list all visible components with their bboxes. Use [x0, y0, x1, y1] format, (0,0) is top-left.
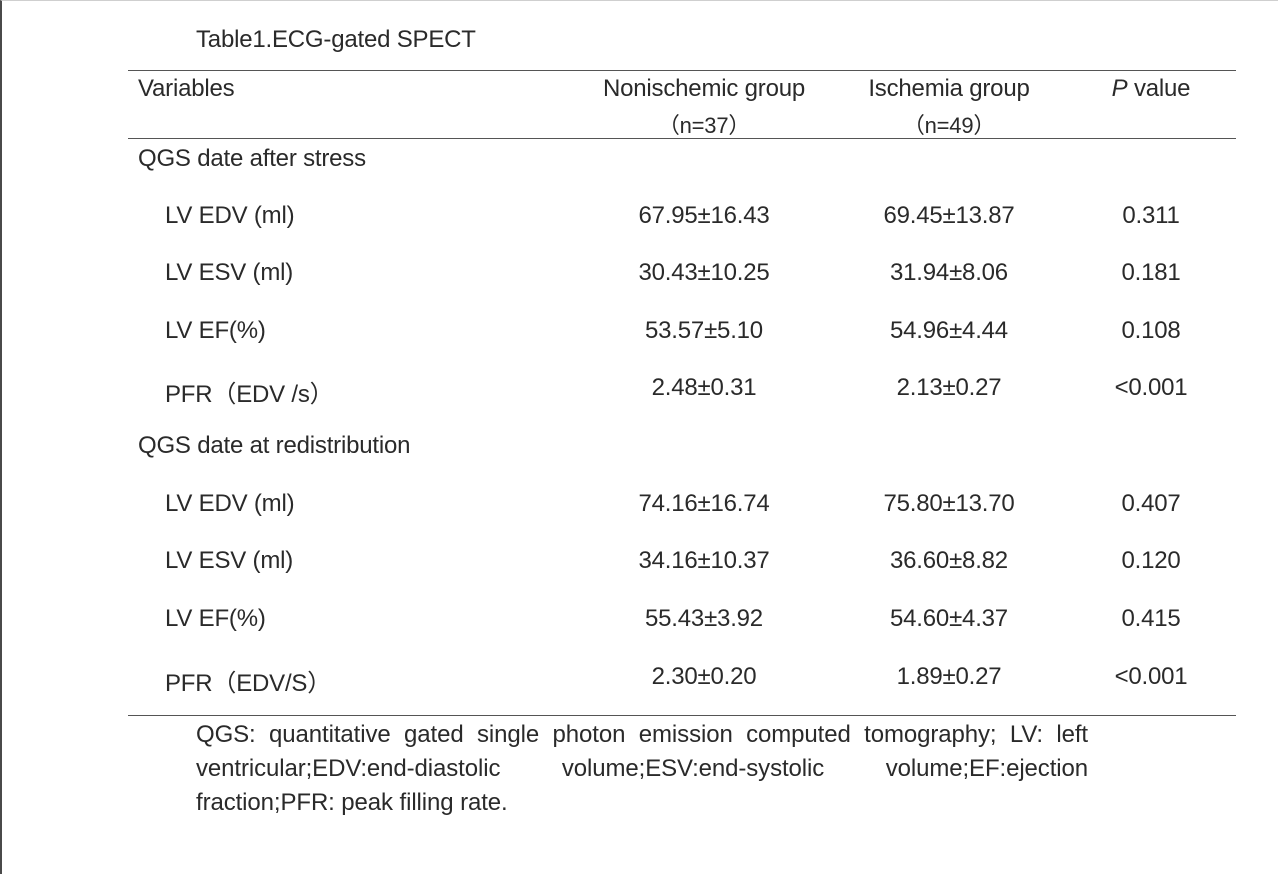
row-variable: LV EF(%): [165, 317, 266, 344]
row-variable: LV ESV (ml): [165, 547, 294, 574]
row-ischemia: 1.89±0.27: [896, 663, 1002, 690]
row-variable: LV ESV (ml): [165, 259, 294, 286]
row-nonischemic: 74.16±16.74: [638, 490, 770, 517]
row-p-value: <0.001: [1114, 663, 1188, 690]
row-variable: LV EDV (ml): [165, 202, 295, 229]
row-ischemia: 54.96±4.44: [890, 317, 1008, 344]
row-nonischemic: 55.43±3.92: [645, 605, 763, 632]
table-top-rule: [128, 70, 1236, 71]
header-nonischemic-n: （n=37）: [657, 113, 751, 138]
row-nonischemic: 30.43±10.25: [638, 259, 770, 286]
row-p-value: 0.120: [1121, 547, 1181, 574]
row-nonischemic: 53.57±5.10: [645, 317, 763, 344]
row-nonischemic: 34.16±10.37: [638, 547, 770, 574]
row-ischemia: 75.80±13.70: [883, 490, 1015, 517]
header-p-value: P value: [1096, 75, 1206, 103]
row-p-value: 0.407: [1121, 490, 1181, 517]
p-italic: P: [1111, 75, 1128, 102]
section-title: QGS date after stress: [138, 145, 366, 172]
header-ischemia-n: （n=49）: [902, 113, 996, 138]
row-ischemia: 54.60±4.37: [890, 605, 1008, 632]
table-header-rule: [128, 138, 1236, 139]
row-p-value: <0.001: [1114, 374, 1188, 401]
row-p-value: 0.311: [1122, 202, 1180, 229]
row-variable: LV EF(%): [165, 605, 266, 632]
row-ischemia: 36.60±8.82: [890, 547, 1008, 574]
row-nonischemic: 2.48±0.31: [651, 374, 757, 401]
row-variable: LV EDV (ml): [165, 490, 295, 517]
section-title: QGS date at redistribution: [138, 432, 411, 459]
header-ischemia: Ischemia group: [868, 75, 1030, 102]
table-footnote: QGS: quantitative gated single photon em…: [196, 721, 1088, 816]
row-nonischemic: 2.30±0.20: [651, 663, 757, 690]
header-nonischemic: Nonischemic group: [602, 75, 806, 102]
row-nonischemic: 67.95±16.43: [638, 202, 770, 229]
row-variable: PFR（EDV /s）: [165, 381, 334, 408]
table-caption: Table1.ECG-gated SPECT: [196, 26, 476, 53]
header-variables: Variables: [138, 75, 235, 102]
row-p-value: 0.415: [1121, 605, 1181, 632]
row-p-value: 0.108: [1121, 317, 1181, 344]
row-variable: PFR（EDV/S）: [165, 670, 332, 697]
p-value-label: value: [1127, 75, 1191, 102]
row-ischemia: 69.45±13.87: [883, 202, 1015, 229]
table-bottom-rule: [128, 715, 1236, 716]
row-ischemia: 2.13±0.27: [896, 374, 1002, 401]
row-p-value: 0.181: [1121, 259, 1181, 286]
row-ischemia: 31.94±8.06: [890, 259, 1008, 286]
